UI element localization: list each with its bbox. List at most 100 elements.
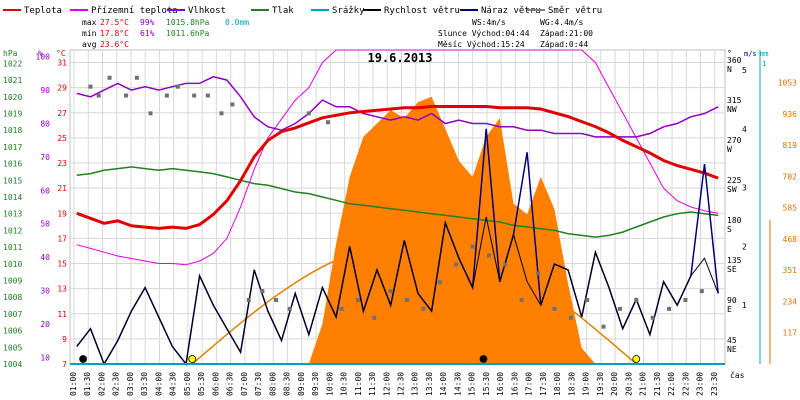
legend-label-dir: Směr větru (548, 6, 602, 16)
stat-avg-temp: 23.6°C (100, 40, 129, 49)
axis-tick-direction: 180 (727, 216, 742, 225)
axis-tick-direction-label: W (727, 145, 732, 154)
wind-direction-point (536, 271, 541, 276)
axis-tick-time: 13:00 (411, 372, 420, 396)
wind-direction-point (260, 289, 265, 294)
axis-tick-celsius: 21 (57, 184, 67, 193)
wind-direction-point (325, 120, 330, 125)
axis-tick-ms: 2 (742, 242, 747, 251)
axis-tick-celsius: 27 (57, 109, 67, 118)
stat-max-temp: 27.5°C (100, 18, 129, 27)
axis-tick-time: 16:00 (496, 372, 505, 396)
wind-direction-point (437, 280, 442, 285)
axis-tick-time: 20:30 (624, 372, 633, 396)
axis-tick-time: 20:00 (610, 372, 619, 396)
wind-direction-point (339, 306, 344, 311)
axis-tick-time: 13:30 (425, 372, 434, 396)
series-line-feels (76, 49, 719, 266)
axis-tick-hpa: 1013 (3, 210, 22, 219)
wind-direction-point (246, 298, 251, 302)
wind-direction-point (148, 111, 153, 116)
axis-tick-time: 10:30 (340, 372, 349, 396)
axis-tick-direction: 360 (727, 56, 742, 65)
wind-direction-point (372, 315, 377, 320)
axis-tick-time: 18:00 (553, 372, 562, 396)
axis-tick-direction-label: S (727, 225, 732, 234)
axis-tick-time: 01:30 (83, 372, 92, 396)
axis-tick-time: 22:30 (681, 372, 690, 396)
wind-direction-point (306, 111, 311, 116)
axis-tick-time: 10:00 (325, 372, 334, 396)
axis-tick-solar: 936 (783, 110, 798, 119)
stat-max-press: 1015.8hPa (166, 18, 210, 27)
info-sun-rise: Slunce Východ:04:44 (438, 29, 530, 38)
axis-tick-solar: 819 (783, 141, 798, 150)
axis-tick-time: 08:30 (283, 372, 292, 396)
axis-tick-time: 04:30 (169, 372, 178, 396)
legend-label-hum: Vlhkost (188, 6, 226, 16)
axis-unit-mm: mm (760, 50, 768, 58)
axis-tick-percent: 60 (40, 186, 50, 195)
axis-tick-direction-label: SW (727, 185, 737, 194)
wind-direction-point (219, 111, 224, 116)
axis-tick-hpa: 1011 (3, 243, 22, 252)
axis-tick-direction: 135 (727, 256, 742, 265)
axis-tick-percent: 40 (40, 253, 50, 262)
wind-direction-point (287, 306, 292, 311)
info-wg: WG:4.4m/s (540, 18, 584, 27)
axis-tick-ms: 3 (742, 184, 747, 193)
legend-label-wind: Rychlost větru (384, 6, 460, 16)
wind-direction-point (568, 315, 573, 320)
axis-tick-direction: 270 (727, 136, 742, 145)
moon-event-marker-moonset (79, 355, 87, 363)
wind-direction-point (650, 315, 655, 320)
wind-direction-point (519, 298, 524, 302)
axis-tick-mm: 1 (762, 60, 766, 68)
axis-unit-ms: m/s (744, 50, 757, 58)
legend-label-press: Tlak (272, 6, 294, 16)
axis-tick-time: 12:30 (397, 372, 406, 396)
wind-direction-point (454, 262, 459, 267)
axis-tick-time: 22:00 (667, 372, 676, 396)
axis-tick-ms: 1 (742, 301, 747, 310)
wind-direction-point (585, 298, 590, 302)
axis-tick-time: 15:30 (482, 372, 491, 396)
wind-direction-point (601, 324, 606, 329)
axis-tick-percent: 80 (40, 119, 50, 128)
wind-direction-point (421, 306, 426, 311)
wind-direction-point (634, 298, 639, 302)
axis-tick-hpa: 1017 (3, 143, 22, 152)
chart-title: 19.6.2013 (367, 51, 432, 65)
sun-event-marker-sunset (632, 355, 641, 363)
moon-event-marker-moonrise (479, 355, 488, 363)
info-moon-rise: Měsíc Východ:15:24 (438, 40, 525, 49)
stat-max-rain: 0.0mm (225, 18, 249, 27)
stat-min-hum: 61% (140, 29, 155, 38)
wind-direction-point (205, 93, 210, 98)
axis-tick-time: 03:30 (140, 372, 149, 396)
axis-tick-celsius: 13 (57, 285, 67, 294)
wind-direction-point (405, 298, 410, 302)
axis-tick-direction-label: N (727, 65, 732, 74)
axis-tick-hpa: 1005 (3, 343, 22, 352)
axis-tick-time: 19:30 (596, 372, 605, 396)
axis-tick-celsius: 29 (57, 84, 67, 93)
wind-direction-point (274, 298, 279, 302)
axis-tick-hpa: 1022 (3, 59, 22, 68)
axis-tick-hpa: 1020 (3, 93, 22, 102)
axis-tick-hpa: 1014 (3, 193, 22, 202)
axis-unit-hpa: hPa (3, 49, 18, 58)
legend-label-gust: Náraz větru (481, 6, 541, 16)
wind-direction-point (123, 93, 128, 98)
wind-direction-point (699, 289, 704, 294)
axis-tick-hpa: 1007 (3, 310, 22, 319)
axis-unit-celsius: °C (56, 49, 66, 58)
axis-tick-celsius: 19 (57, 209, 67, 218)
axis-tick-time: 05:00 (183, 372, 192, 396)
stat-label-max: max (82, 18, 97, 27)
wind-direction-point (107, 75, 112, 80)
axis-tick-direction: 315 (727, 96, 742, 105)
axis-tick-time: 11:00 (354, 372, 363, 396)
legend-label-rain: Srážky (332, 6, 365, 16)
